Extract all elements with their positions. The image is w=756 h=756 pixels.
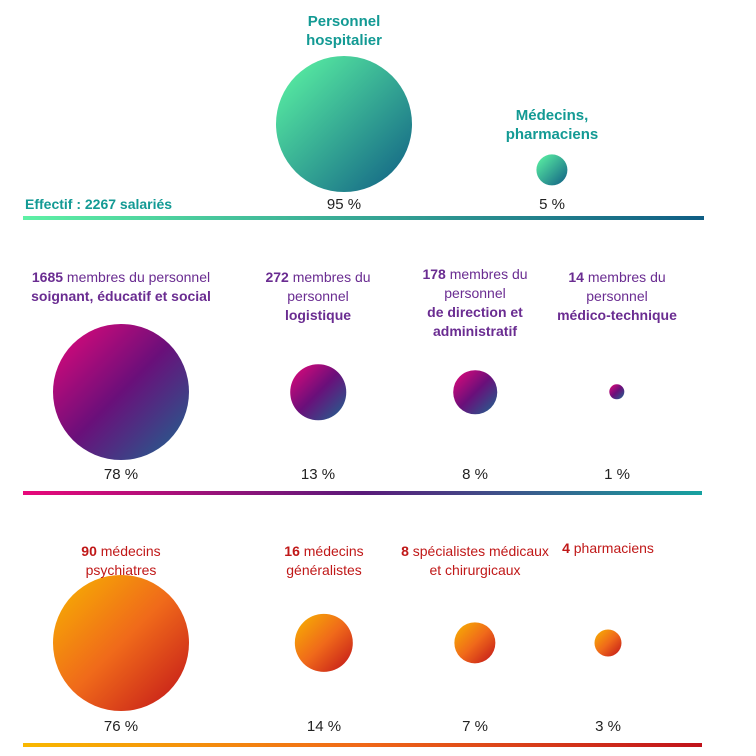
bubble [294,613,354,673]
bubble-percent: 8 % [462,466,488,483]
bubble-number: 90 [81,543,101,559]
bubble-percent: 3 % [595,718,621,735]
bubble [290,364,346,420]
bubble [536,154,568,186]
bubble-label: 90 médecins psychiatres [66,542,176,580]
bubble-category: médecins généralistes [286,543,364,578]
bubble-label: 14 membres du personnel médico-technique [557,268,677,325]
bubble-percent: 76 % [103,718,139,735]
bubble-number: 14 [568,269,588,285]
bubble [53,575,189,711]
bubble-label: 8 spécialistes médicaux et chirurgicaux [400,542,550,580]
bubble-category: Médecins, pharmaciens [505,107,599,143]
bubble-category: Personnel hospitalier [306,13,382,49]
bubble [454,622,496,664]
bubble-number: 1685 [31,269,67,285]
bubble-label: 4 pharmaciens [548,539,668,558]
bubble-percent: 1 % [604,466,630,483]
bubble-percent: 95 % [326,196,362,213]
bubble-percent: 13 % [300,466,336,483]
bubble-number: 4 [562,540,574,556]
bubble-prefix: membres du personnel [586,269,666,304]
bubble [276,56,412,192]
bubble-label: 1685 membres du personnel soignant, éduca… [21,268,221,306]
gradient-divider [23,743,702,747]
bubble-number: 178 [422,266,450,282]
bubble-label: 178 membres du personnel de direction et … [405,265,545,341]
bubble-prefix: membres du personnel [444,266,528,301]
bubble-category: de direction et administratif [427,304,523,339]
bubble [453,370,497,414]
bubble [609,384,625,400]
bubble-number: 16 [284,543,304,559]
bubble-percent: 7 % [462,718,488,735]
bubble-label: Personnel hospitalier [269,12,419,50]
bubble-number: 8 [401,543,413,559]
gradient-divider [23,216,704,220]
bubble [53,324,189,460]
bubble-percent: 78 % [103,466,139,483]
bubble-prefix: membres du personnel [287,269,371,304]
bubble-label: 272 membres du personnel logistique [253,268,383,325]
bubble-percent: 5 % [539,196,565,213]
staff-total-caption: Effectif : 2267 salariés [25,196,173,212]
bubble-category: médico-technique [557,307,677,323]
bubble-category: spécialistes médicaux et chirurgicaux [412,543,549,578]
bubble-percent: 14 % [306,718,342,735]
bubble-category: médecins psychiatres [85,543,161,578]
bubble [594,629,622,657]
bubble-prefix: membres du personnel [66,269,211,285]
gradient-divider [23,491,702,495]
bubble-category: logistique [284,307,352,323]
bubble-category: soignant, éducatif et social [31,288,211,304]
bubble-label: 16 médecins généralistes [259,542,389,580]
bubble-number: 272 [265,269,293,285]
bubble-label: Médecins, pharmaciens [482,106,622,144]
bubble-category: pharmaciens [573,540,654,556]
